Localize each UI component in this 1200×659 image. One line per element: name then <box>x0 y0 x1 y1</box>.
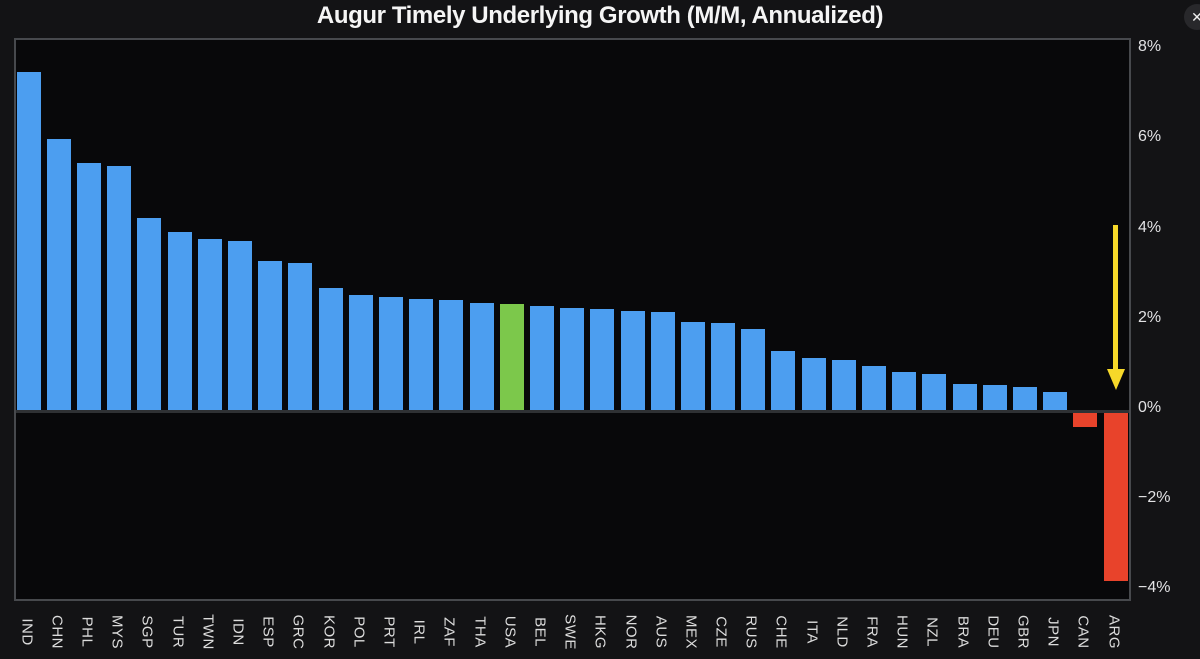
x-tick-USA: USA <box>501 615 519 649</box>
x-tick-CZE: CZE <box>712 616 730 648</box>
bar-JPN <box>1043 391 1068 410</box>
x-tick-AUS: AUS <box>652 615 670 649</box>
y-tick--2: −2% <box>1138 489 1171 507</box>
x-tick-IND: IND <box>18 618 36 646</box>
x-tick-GRC: GRC <box>289 614 307 650</box>
chart-title: Augur Timely Underlying Growth (M/M, Ann… <box>316 2 884 29</box>
x-tick-IDN: IDN <box>229 618 247 646</box>
bar-ESP <box>258 261 283 410</box>
x-tick-TUR: TUR <box>169 615 187 649</box>
x-tick-POL: POL <box>350 616 368 648</box>
bar-TUR <box>167 231 192 410</box>
zero-axis-line <box>16 410 1129 413</box>
x-tick-PRT: PRT <box>380 616 398 648</box>
bar-FRA <box>862 365 887 410</box>
x-tick-HKG: HKG <box>591 614 609 650</box>
x-tick-ZAF: ZAF <box>440 617 458 647</box>
x-tick-KOR: KOR <box>320 614 338 650</box>
x-tick-BEL: BEL <box>531 617 549 647</box>
bar-IDN <box>228 241 253 410</box>
x-tick-DEU: DEU <box>984 615 1002 649</box>
x-tick-MYS: MYS <box>108 614 126 650</box>
close-button[interactable]: ✕ <box>1184 4 1200 30</box>
bar-HUN <box>892 371 917 410</box>
x-tick-BRA: BRA <box>954 615 972 649</box>
y-tick-8: 8% <box>1138 38 1162 56</box>
bar-GBR <box>1012 386 1037 410</box>
y-tick-4: 4% <box>1138 218 1162 236</box>
bar-PRT <box>378 297 403 410</box>
y-tick-6: 6% <box>1138 128 1162 146</box>
x-tick-GBR: GBR <box>1014 614 1032 650</box>
bar-GRC <box>288 262 313 410</box>
x-tick-CAN: CAN <box>1074 615 1092 649</box>
x-tick-PHL: PHL <box>78 616 96 648</box>
x-tick-NOR: NOR <box>622 614 639 650</box>
bar-ARG <box>1103 413 1128 581</box>
bar-SGP <box>137 217 162 410</box>
bar-THA <box>469 302 494 410</box>
bar-KOR <box>318 288 343 410</box>
x-tick-NLD: NLD <box>833 616 851 648</box>
bar-CHE <box>771 350 796 410</box>
bar-IND <box>16 71 41 410</box>
bar-USA <box>499 304 524 410</box>
bar-CAN <box>1073 413 1098 427</box>
bar-POL <box>348 294 373 410</box>
bar-HKG <box>590 308 615 410</box>
x-tick-THA: THA <box>471 616 489 648</box>
bar-MYS <box>107 165 132 410</box>
bar-NLD <box>831 360 856 410</box>
y-tick--4: −4% <box>1138 579 1171 597</box>
x-tick-SGP: SGP <box>138 615 156 649</box>
bar-CHN <box>46 139 71 410</box>
bar-DEU <box>982 385 1007 410</box>
close-icon: ✕ <box>1191 8 1200 25</box>
x-tick-SWE: SWE <box>561 614 579 650</box>
bar-ZAF <box>439 300 464 410</box>
x-tick-IRL: IRL <box>410 619 428 645</box>
x-tick-CHE: CHE <box>772 615 790 649</box>
y-tick-2: 2% <box>1138 308 1162 326</box>
y-tick-0: 0% <box>1138 399 1162 416</box>
bar-IRL <box>409 298 434 410</box>
x-tick-ARG: ARG <box>1105 614 1123 650</box>
bar-TWN <box>197 238 222 410</box>
bar-CZE <box>711 323 736 410</box>
bar-BRA <box>952 383 977 410</box>
bar-SWE <box>560 307 585 410</box>
bar-ITA <box>801 357 826 410</box>
bar-NZL <box>922 373 947 410</box>
bar-RUS <box>741 328 766 410</box>
x-tick-RUS: RUS <box>742 615 760 649</box>
x-tick-MEX: MEX <box>682 614 700 650</box>
down-arrow-annotation <box>1113 225 1119 370</box>
x-tick-FRA: FRA <box>863 616 881 648</box>
plot-area <box>14 38 1131 601</box>
bar-BEL <box>529 306 554 410</box>
bar-MEX <box>680 322 705 410</box>
bar-AUS <box>650 312 675 410</box>
x-tick-HUN: HUN <box>893 615 911 649</box>
x-tick-NZL: NZL <box>923 617 941 647</box>
x-tick-ESP: ESP <box>259 616 277 648</box>
x-tick-TWN: TWN <box>199 614 217 650</box>
x-tick-JPN: JPN <box>1044 617 1062 647</box>
down-arrow-head-icon <box>1106 369 1125 390</box>
x-tick-ITA: ITA <box>803 620 821 644</box>
bar-PHL <box>77 162 102 410</box>
bar-NOR <box>620 310 645 410</box>
x-tick-CHN: CHN <box>48 615 66 649</box>
